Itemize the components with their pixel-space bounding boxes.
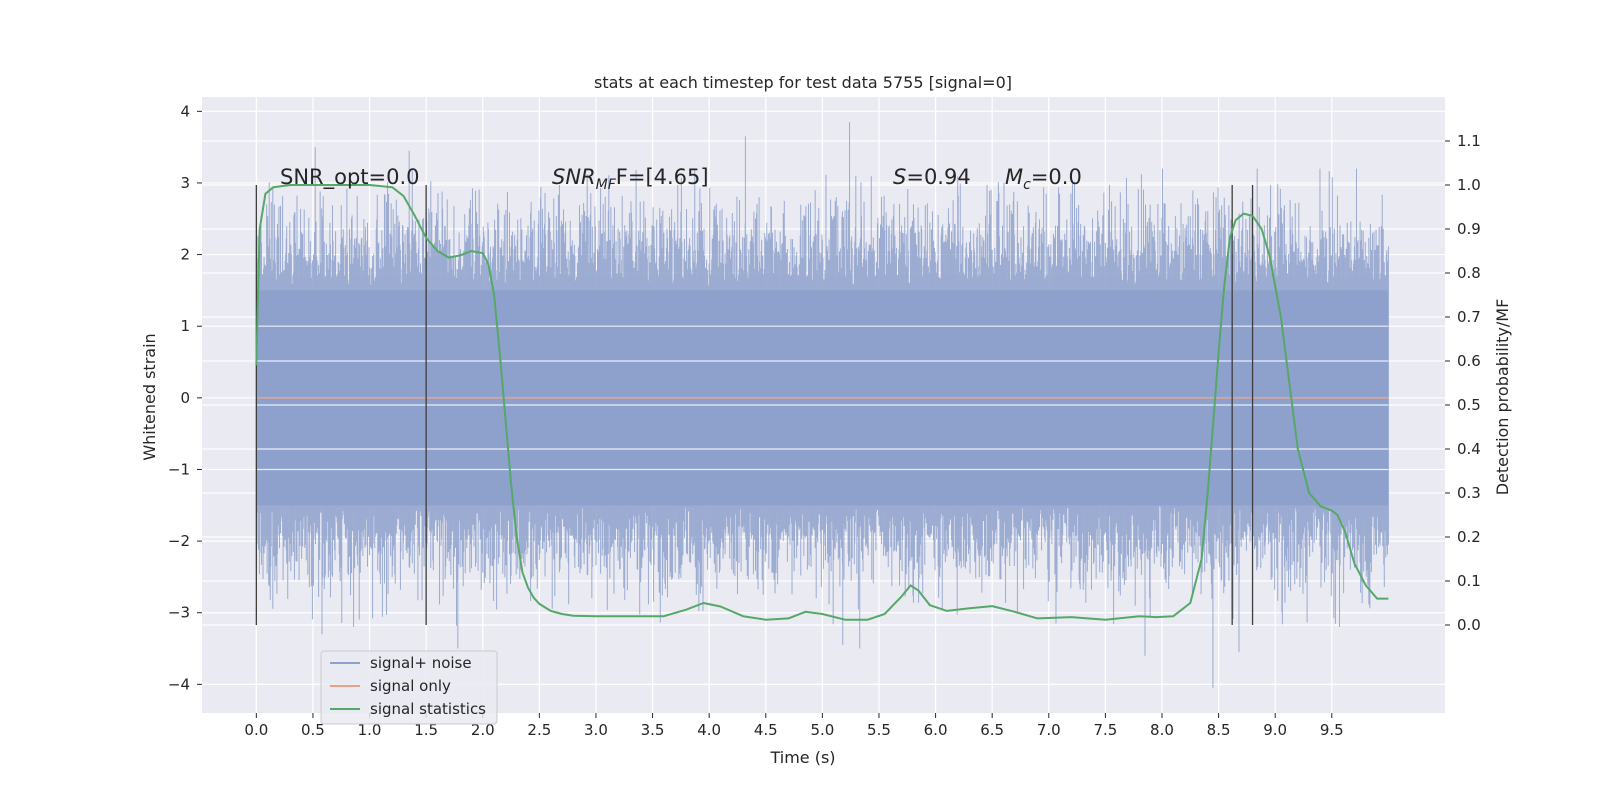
x-tick-label: 7.0 <box>1037 721 1061 739</box>
y-right-tick-label: 0.7 <box>1457 308 1481 326</box>
statistics-line <box>255 184 1389 621</box>
x-tick-label: 4.5 <box>754 721 778 739</box>
y-left-tick-label: −4 <box>168 675 190 693</box>
legend: signal+ noise signal only signal statist… <box>320 650 498 725</box>
y-right-tick-label: 0.5 <box>1457 396 1481 414</box>
y-right-tick-label: 0.0 <box>1457 616 1481 634</box>
mc-suffix: =0.0 <box>1031 165 1082 189</box>
x-tick-label: 2.0 <box>471 721 495 739</box>
y-left-tick-label: −1 <box>168 460 190 478</box>
mc-sub: c <box>1023 177 1031 193</box>
x-tick-label: 8.0 <box>1150 721 1174 739</box>
y-left-tick-label: 4 <box>180 102 190 120</box>
x-axis-ticks: 0.0 0.5 1.0 1.5 2.0 2.5 3.0 3.5 4.0 4.5 5.0 5.5 6.0 6… <box>244 713 1344 739</box>
snr-mf-sub: MF <box>596 177 617 193</box>
mc-annotation: Mc=0.0 <box>1005 165 1082 193</box>
y-right-tick-label: 0.1 <box>1457 572 1481 590</box>
y-left-tick-label: 2 <box>180 246 190 264</box>
y-right-axis-label: Detection probability/MF <box>1493 299 1512 496</box>
y-right-tick-label: 0.3 <box>1457 484 1481 502</box>
x-tick-label: 9.0 <box>1263 721 1287 739</box>
x-tick-label: 5.5 <box>867 721 891 739</box>
y-right-tick-label: 0.4 <box>1457 440 1481 458</box>
y-right-tick-label: 0.6 <box>1457 352 1481 370</box>
legend-label-noise: signal+ noise <box>370 654 472 672</box>
x-tick-label: 3.5 <box>641 721 665 739</box>
snr-mf-suffix: F=[4.65] <box>616 165 709 189</box>
s-suffix: =0.94 <box>906 165 970 189</box>
legend-label-signal-only: signal only <box>370 677 451 695</box>
s-prefix: S <box>893 165 906 189</box>
x-tick-label: 1.0 <box>358 721 382 739</box>
y-left-tick-label: 3 <box>180 174 190 192</box>
x-tick-label: 2.5 <box>527 721 551 739</box>
y-right-tick-label: 1.0 <box>1457 176 1481 194</box>
y-right-tick-label: 1.1 <box>1457 132 1481 150</box>
y-right-axis-ticks: 0.0 0.1 0.2 0.3 0.4 0.5 0.6 0.7 0.8 0.9 1.0 1.1 <box>1445 132 1481 634</box>
y-left-tick-label: 0 <box>180 389 190 407</box>
x-tick-label: 1.5 <box>414 721 438 739</box>
chart-title: stats at each timestep for test data 575… <box>594 73 1012 92</box>
x-tick-label: 6.0 <box>924 721 948 739</box>
s-annotation: S=0.94 <box>893 165 971 189</box>
y-left-tick-label: −2 <box>168 532 190 550</box>
snr-mf-annotation: SNRMFF=[4.65] <box>552 165 709 193</box>
legend-box <box>320 650 498 725</box>
vertical-markers <box>255 185 1254 625</box>
y-left-axis-ticks: −4 −3 −2 −1 0 1 2 3 4 <box>168 102 202 693</box>
x-tick-label: 8.5 <box>1207 721 1231 739</box>
x-tick-label: 5.0 <box>810 721 834 739</box>
y-left-tick-label: −3 <box>168 604 190 622</box>
x-tick-label: 6.5 <box>980 721 1004 739</box>
x-tick-label: 9.5 <box>1320 721 1344 739</box>
x-tick-label: 3.0 <box>584 721 608 739</box>
mc-prefix: M <box>1005 165 1023 189</box>
x-axis-label: Time (s) <box>769 748 835 767</box>
legend-label-statistics: signal statistics <box>370 700 486 718</box>
x-tick-label: 7.5 <box>1093 721 1117 739</box>
y-right-tick-label: 0.8 <box>1457 264 1481 282</box>
x-tick-label: 0.5 <box>301 721 325 739</box>
snr-mf-prefix: SNR <box>552 165 596 189</box>
y-left-axis-label: Whitened strain <box>140 333 159 460</box>
x-tick-label: 4.0 <box>697 721 721 739</box>
y-right-tick-label: 0.2 <box>1457 528 1481 546</box>
statistics-series <box>255 184 1389 621</box>
x-tick-label: 0.0 <box>244 721 268 739</box>
y-right-tick-label: 0.9 <box>1457 220 1481 238</box>
snr-opt-annotation: SNR_opt=0.0 <box>280 165 420 190</box>
y-left-tick-label: 1 <box>180 317 190 335</box>
